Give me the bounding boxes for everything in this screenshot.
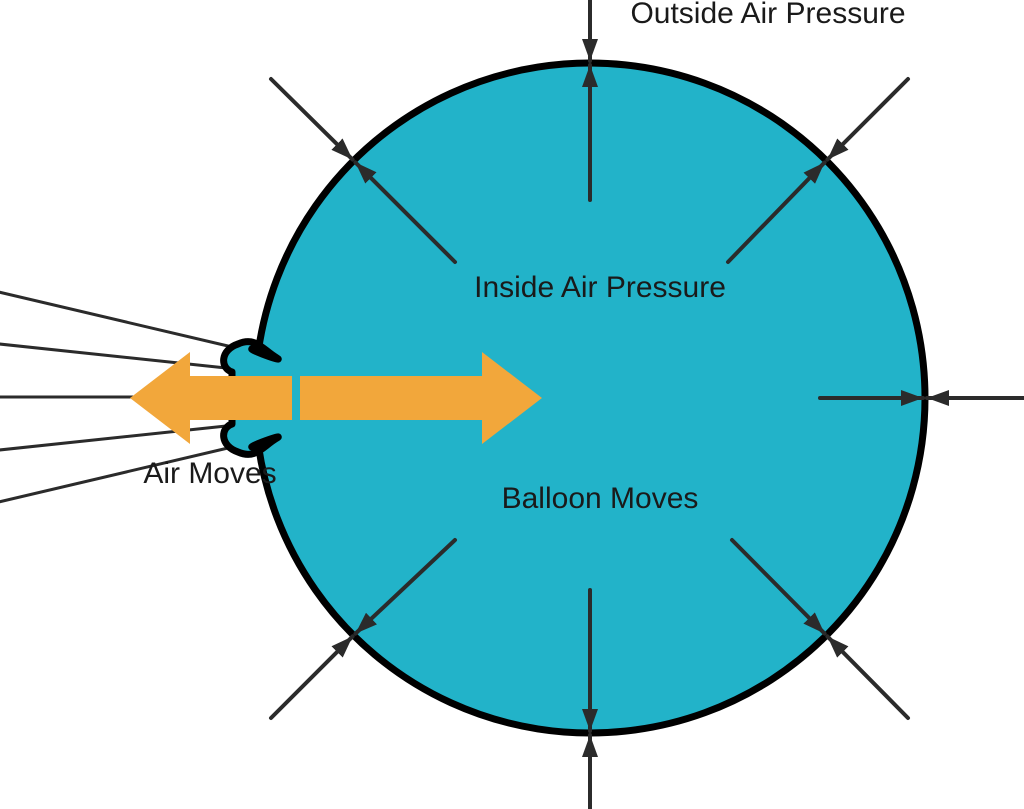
balloon-pressure-diagram: Outside Air Pressure Inside Air Pressure B… [0,0,1024,809]
label-outside-air-pressure: Outside Air Pressure [630,0,905,30]
label-balloon-moves: Balloon Moves [502,482,699,515]
label-inside-air-pressure: Inside Air Pressure [474,271,726,304]
label-air-moves: Air Moves [143,457,276,490]
